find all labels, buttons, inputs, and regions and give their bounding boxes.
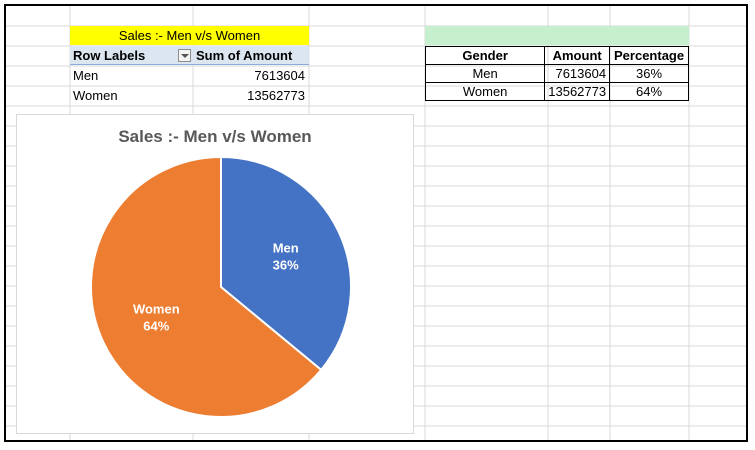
pivot-header-row-labels[interactable]: Row Labels xyxy=(70,46,193,65)
summary-amount-cell[interactable]: 7613604 xyxy=(544,64,611,83)
spreadsheet-frame: Sales :- Men v/s Women Row Labels Sum of… xyxy=(4,4,748,442)
pie-chart-canvas: Men 36% Women 64% xyxy=(90,155,352,418)
pivot-row-amount[interactable]: 13562773 xyxy=(247,88,305,103)
summary-gender-cell[interactable]: Women xyxy=(424,82,546,101)
pivot-row-label[interactable]: Women xyxy=(73,88,118,103)
chart-title: Sales :- Men v/s Women xyxy=(118,127,312,146)
summary-table: Gender Amount Percentage Men 7613604 36%… xyxy=(424,46,689,101)
pivot-row-amount[interactable]: 7613604 xyxy=(254,68,305,83)
summary-header-gender[interactable]: Gender xyxy=(424,46,546,65)
filter-dropdown-icon[interactable] xyxy=(178,49,191,62)
pivot-header-row-labels-text: Row Labels xyxy=(73,48,146,63)
pivot-title-cell[interactable]: Sales :- Men v/s Women xyxy=(70,26,309,45)
pie-slice-men[interactable] xyxy=(220,155,352,372)
pie-data-label: Men 36% xyxy=(273,241,299,273)
green-header-band[interactable] xyxy=(425,26,689,45)
pie-chart[interactable]: Sales :- Men v/s Women Men 36% Women 64% xyxy=(16,114,414,434)
summary-percentage-cell[interactable]: 36% xyxy=(609,64,689,83)
pivot-row-label[interactable]: Men xyxy=(73,68,99,83)
summary-percentage-cell[interactable]: 64% xyxy=(609,82,689,101)
pivot-header-sum-of-amount[interactable]: Sum of Amount xyxy=(193,46,309,65)
summary-header-row: Gender Amount Percentage xyxy=(424,46,689,65)
pie-slice-women[interactable] xyxy=(90,155,323,418)
table-row: Men 7613604 36% xyxy=(424,64,689,83)
summary-header-amount[interactable]: Amount xyxy=(544,46,611,65)
summary-gender-cell[interactable]: Men xyxy=(424,64,546,83)
summary-header-percentage[interactable]: Percentage xyxy=(609,46,689,65)
pie-data-label: Women 64% xyxy=(133,301,180,333)
summary-amount-cell[interactable]: 13562773 xyxy=(544,82,611,101)
table-row: Women 13562773 64% xyxy=(424,82,689,101)
